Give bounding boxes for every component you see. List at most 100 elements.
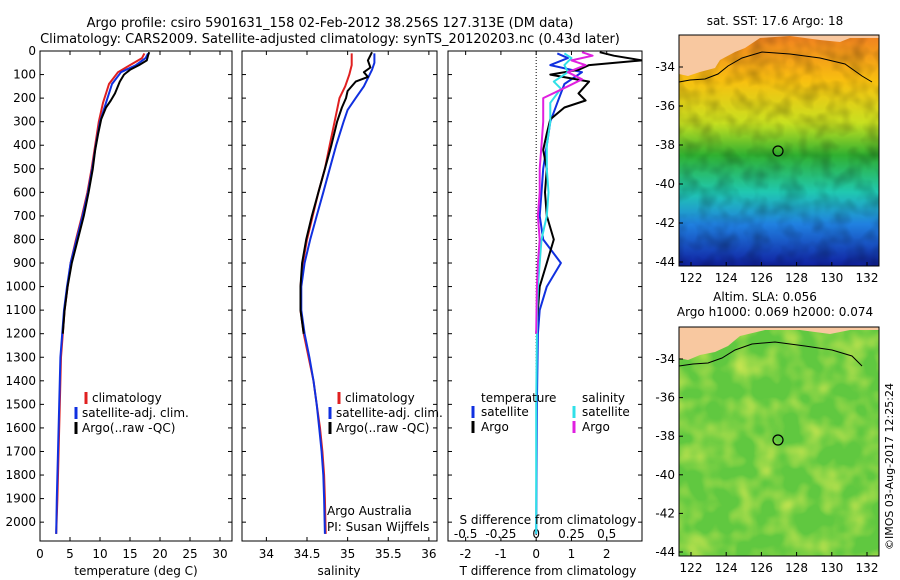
salinity-legend: climatology satellite-adj. clim. Argo(..…: [327, 391, 443, 534]
x-tick-label: 34.5: [294, 547, 321, 561]
map-lon-label: 122: [680, 561, 703, 575]
y-tick-label: 0: [28, 44, 36, 58]
legend-climatology: climatology: [345, 391, 415, 405]
map-lon-label: 132: [856, 271, 879, 285]
x-tick-label: 35.5: [375, 547, 402, 561]
y-tick-label: 1400: [5, 374, 36, 388]
map-lat-label: -36: [655, 391, 675, 405]
y-tick-label: 1800: [5, 468, 36, 482]
map-lon-label: 130: [820, 271, 843, 285]
y-tick-label: 1600: [5, 421, 36, 435]
y-tick-label: 700: [13, 209, 36, 223]
y-tick-label: 2000: [5, 515, 36, 529]
salinity-axes: 34 34.5 35 35.5 36: [242, 50, 437, 561]
x-tick-label: 35: [340, 547, 355, 561]
legend-s-satellite: satellite: [582, 405, 630, 419]
sst-texture: [679, 35, 879, 266]
t-difference-xlabel: T difference from climatology: [459, 564, 637, 578]
x-tick-label: 5: [66, 547, 74, 561]
sst-map-frame: [678, 34, 880, 267]
legend-satellite: satellite-adj. clim.: [336, 406, 443, 420]
y-tick-label: 500: [13, 162, 36, 176]
y-tick-label: 1200: [5, 327, 36, 341]
salinity-series: [299, 51, 376, 534]
x-tick-label: 36: [421, 547, 436, 561]
x-tick-label: 30: [212, 547, 227, 561]
sla-isobath: [678, 341, 863, 367]
y-tick-label: 1900: [5, 492, 36, 506]
sla-map-axes: 122 124 126 128 130 132 -34 -36 -38 -40 -42 -44: [655, 352, 878, 575]
series-line-1-1: [300, 53, 376, 534]
sst-argo-position-marker: [772, 145, 784, 157]
y-tick-label: 1500: [5, 397, 36, 411]
x-tick-label: 20: [152, 547, 167, 561]
map-lat-label: -42: [655, 506, 675, 520]
x-tick-label: -1: [495, 547, 507, 561]
map-lat-label: -38: [655, 429, 675, 443]
x-top-tick-label: -0.5: [454, 527, 477, 541]
y-tick-label: 1700: [5, 444, 36, 458]
map-lon-label: 130: [820, 561, 843, 575]
map-lon-label: 126: [750, 561, 773, 575]
x-tick-label: 25: [182, 547, 197, 561]
sla-argo-position-marker: [772, 434, 784, 446]
legend-satellite: satellite-adj. clim.: [82, 406, 189, 420]
map-lat-label: -44: [655, 545, 675, 559]
imos-credit: ©IMOS 03-Aug-2017 12:25:24: [883, 383, 896, 550]
map-lat-label: -44: [655, 255, 675, 269]
series-line-2-3: [535, 51, 594, 334]
map-lat-label: -40: [655, 468, 675, 482]
sla-map-title-2: Argo h1000: 0.069 h2000: 0.074: [677, 305, 873, 319]
s-difference-xlabel: S difference from climatology: [460, 513, 637, 527]
y-tick-label: 400: [13, 138, 36, 152]
map-lon-label: 124: [715, 271, 738, 285]
salinity-xlabel: salinity: [317, 564, 360, 578]
map-lat-label: -40: [655, 177, 675, 191]
x-top-tick-label: 0.5: [597, 527, 616, 541]
series-line-0-2: [61, 51, 151, 334]
y-tick-label: 1100: [5, 303, 36, 317]
difference-series: [535, 51, 642, 534]
x-tick-label: 10: [92, 547, 107, 561]
x-tick-label: 0: [36, 547, 44, 561]
series-line-1-2: [299, 51, 373, 334]
credit-argo-australia: Argo Australia: [327, 504, 412, 518]
x-tick-label: 15: [122, 547, 137, 561]
temperature-series: [55, 51, 151, 534]
map-lon-label: 132: [856, 561, 879, 575]
temperature-panel-frame: [39, 50, 233, 542]
legend-climatology: climatology: [92, 391, 162, 405]
legend-temperature-heading: temperature: [481, 391, 556, 405]
x-tick-label: -2: [460, 547, 472, 561]
map-lon-label: 128: [785, 561, 808, 575]
sst-map-title: sat. SST: 17.6 Argo: 18: [707, 14, 844, 28]
sla-texture: [679, 327, 879, 556]
series-line-2-2: [535, 52, 573, 534]
y-tick-label: 100: [13, 68, 36, 82]
series-line-0-1: [55, 52, 149, 534]
y-tick-label: 200: [13, 91, 36, 105]
x-tick-label: 1: [568, 547, 576, 561]
map-lon-label: 124: [715, 561, 738, 575]
map-lat-label: -42: [655, 216, 675, 230]
y-tick-label: 1000: [5, 280, 36, 294]
legend-t-satellite: satellite: [481, 405, 529, 419]
map-lat-label: -34: [655, 352, 675, 366]
sla-map-title-1: Altim. SLA: 0.056: [713, 290, 817, 304]
header-line-1: Argo profile: csiro 5901631_158 02-Feb-2…: [87, 16, 574, 31]
sla-map: [678, 326, 880, 557]
temperature-legend: climatology satellite-adj. clim. Argo(..…: [74, 391, 189, 435]
header-line-2: Climatology: CARS2009. Satellite-adjuste…: [40, 32, 620, 47]
sst-map-axes: 122 124 126 128 130 132 -34 -36 -38 -40 -42 -44: [655, 60, 878, 285]
sst-isobath: [678, 51, 873, 83]
x-top-tick-label: 0.25: [558, 527, 585, 541]
map-lon-label: 128: [785, 271, 808, 285]
y-tick-label: 1300: [5, 350, 36, 364]
map-lat-label: -38: [655, 138, 675, 152]
x-tick-label: 2: [603, 547, 611, 561]
sst-map: [678, 34, 880, 267]
map-lon-label: 126: [750, 271, 773, 285]
series-line-1-0: [299, 53, 353, 534]
